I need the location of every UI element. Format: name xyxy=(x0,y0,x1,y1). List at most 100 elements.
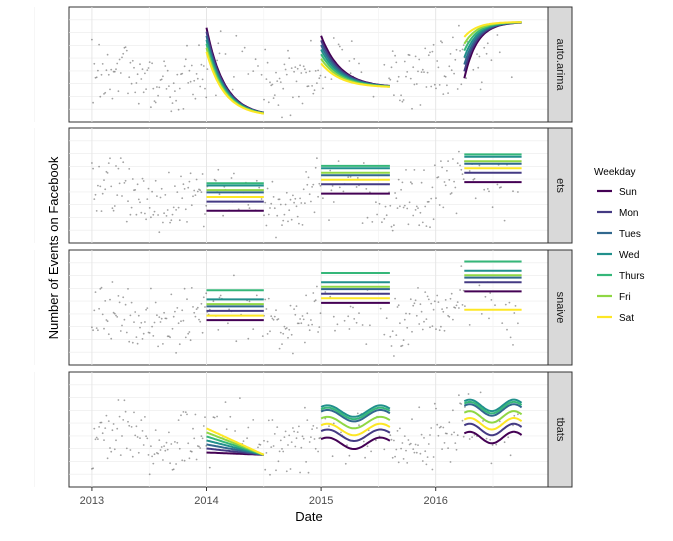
observed-point xyxy=(362,162,365,164)
observed-point xyxy=(94,291,97,293)
observed-point xyxy=(405,75,407,78)
observed-point xyxy=(288,209,291,212)
observed-point xyxy=(146,307,149,309)
observed-point xyxy=(400,94,402,97)
observed-point xyxy=(478,164,481,167)
observed-point xyxy=(273,94,276,96)
observed-point xyxy=(334,329,336,332)
observed-point xyxy=(307,85,310,87)
observed-point xyxy=(328,219,330,222)
observed-point xyxy=(283,213,286,216)
observed-point xyxy=(133,321,135,323)
observed-point xyxy=(175,463,178,465)
observed-point xyxy=(450,192,453,194)
observed-point xyxy=(394,192,396,194)
observed-point xyxy=(121,195,123,197)
observed-point xyxy=(150,216,152,219)
observed-point xyxy=(438,84,441,86)
observed-point xyxy=(384,205,387,208)
observed-point xyxy=(182,319,185,322)
observed-point xyxy=(276,426,279,428)
observed-point xyxy=(105,319,108,321)
observed-point xyxy=(342,190,345,193)
observed-point xyxy=(205,96,208,99)
observed-point xyxy=(183,188,186,190)
observed-point xyxy=(442,426,445,429)
observed-point xyxy=(146,69,149,71)
observed-point xyxy=(310,436,312,438)
observed-point xyxy=(462,289,465,292)
observed-point xyxy=(134,91,137,94)
observed-point xyxy=(156,86,158,88)
observed-point xyxy=(125,49,128,52)
observed-point xyxy=(290,441,293,443)
observed-point xyxy=(419,452,422,455)
observed-point xyxy=(133,411,135,414)
observed-point xyxy=(449,193,452,195)
observed-point xyxy=(480,313,483,315)
observed-point xyxy=(265,224,268,227)
observed-point xyxy=(201,173,204,175)
observed-point xyxy=(385,317,388,320)
observed-point xyxy=(135,82,138,84)
observed-point xyxy=(397,461,400,464)
observed-point xyxy=(217,42,220,45)
observed-point xyxy=(269,473,271,476)
observed-point xyxy=(189,172,192,175)
observed-point xyxy=(105,414,108,417)
observed-point xyxy=(273,315,276,318)
observed-point xyxy=(219,294,222,297)
observed-point xyxy=(263,439,265,442)
observed-point xyxy=(332,422,335,425)
observed-point xyxy=(121,56,123,59)
observed-point xyxy=(158,231,161,234)
observed-point xyxy=(417,287,419,289)
observed-point xyxy=(400,447,402,450)
observed-point xyxy=(145,218,148,221)
x-tick-label: 2016 xyxy=(423,495,447,507)
observed-point xyxy=(440,40,442,42)
observed-point xyxy=(195,178,198,181)
observed-point xyxy=(375,201,377,204)
observed-point xyxy=(201,437,204,440)
observed-point xyxy=(200,302,203,305)
observed-point xyxy=(255,179,258,182)
observed-point xyxy=(311,323,313,326)
facet-panel-auto-arima: auto.arima xyxy=(34,6,573,123)
observed-point xyxy=(99,288,102,290)
observed-point xyxy=(279,331,282,334)
observed-point xyxy=(265,452,268,454)
observed-point xyxy=(427,443,430,445)
observed-point xyxy=(97,184,99,187)
observed-point xyxy=(418,406,421,409)
observed-point xyxy=(217,329,220,331)
observed-point xyxy=(347,176,350,179)
facet-label: tbats xyxy=(554,418,566,442)
observed-point xyxy=(425,463,428,466)
observed-point xyxy=(266,440,269,443)
observed-point xyxy=(331,185,334,187)
observed-point xyxy=(349,72,352,75)
observed-point xyxy=(168,431,170,434)
legend: Weekday Sun Mon Tues Wed Thurs Fri Sat xyxy=(594,167,645,324)
observed-point xyxy=(213,178,216,181)
observed-point xyxy=(165,88,168,90)
observed-point xyxy=(279,203,282,206)
observed-point xyxy=(177,419,180,421)
observed-point xyxy=(182,183,185,186)
observed-point xyxy=(365,188,368,190)
observed-point xyxy=(94,438,97,441)
observed-point xyxy=(452,36,454,39)
observed-point xyxy=(137,314,140,317)
observed-point xyxy=(237,208,240,211)
observed-point xyxy=(101,192,104,195)
observed-point xyxy=(151,455,154,458)
observed-point xyxy=(490,462,493,465)
observed-point xyxy=(124,410,127,413)
observed-point xyxy=(461,419,464,422)
observed-point xyxy=(208,466,211,469)
observed-point xyxy=(177,206,180,209)
observed-point xyxy=(151,62,154,65)
observed-point xyxy=(349,305,352,308)
observed-point xyxy=(275,71,277,74)
